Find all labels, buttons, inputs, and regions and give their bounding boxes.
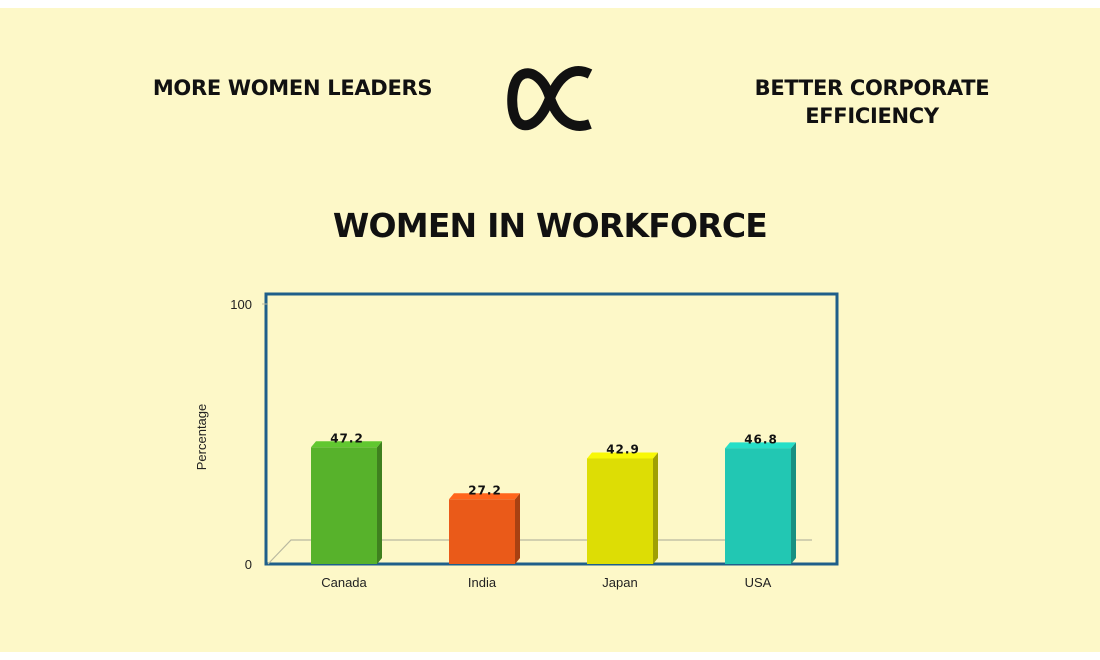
x-tick-label: India: [468, 575, 497, 590]
chart-title: WOMEN IN WORKFORCE: [332, 206, 768, 245]
bar-front: [449, 499, 515, 564]
bar-top: [725, 442, 796, 449]
x-tick-label: Japan: [602, 575, 637, 590]
y-tick-label: 100: [230, 297, 252, 312]
bar-top: [449, 493, 520, 500]
proportional-to-icon: [507, 66, 593, 131]
bar-india: 27.2: [449, 483, 520, 564]
bar-value-label: 42.9: [606, 442, 640, 456]
x-axis: Canada India Japan USA: [321, 575, 771, 590]
bar-side: [377, 441, 382, 564]
bar-side: [653, 452, 658, 564]
y-axis-title: Percentage: [194, 404, 209, 471]
bar-side: [791, 442, 796, 564]
plot-border: [264, 292, 839, 566]
x-tick-label: USA: [745, 575, 772, 590]
bar-canada: 47.2: [311, 431, 382, 564]
bar-top: [587, 452, 658, 459]
bar-series: 47.2 27.2 42.9 46.8: [311, 431, 796, 564]
bar-front: [725, 448, 791, 564]
bar-value-label: 46.8: [744, 432, 778, 446]
infographic-background: [0, 8, 1100, 652]
left-statement: MORE WOMEN LEADERS: [152, 76, 433, 100]
y-axis: 0 100: [230, 297, 252, 572]
right-statement: BETTER CORPORATE EFFICIENCY: [754, 76, 990, 128]
bar-value-label: 47.2: [330, 431, 364, 445]
bar-usa: 46.8: [725, 432, 796, 564]
bar-front: [587, 458, 653, 564]
bar-side: [515, 493, 520, 564]
bar-value-label: 27.2: [468, 483, 502, 497]
x-tick-label: Canada: [321, 575, 367, 590]
bar-top: [311, 441, 382, 448]
bar-japan: 42.9: [587, 442, 658, 564]
y-tick-label: 0: [245, 557, 252, 572]
bar-front: [311, 447, 377, 564]
